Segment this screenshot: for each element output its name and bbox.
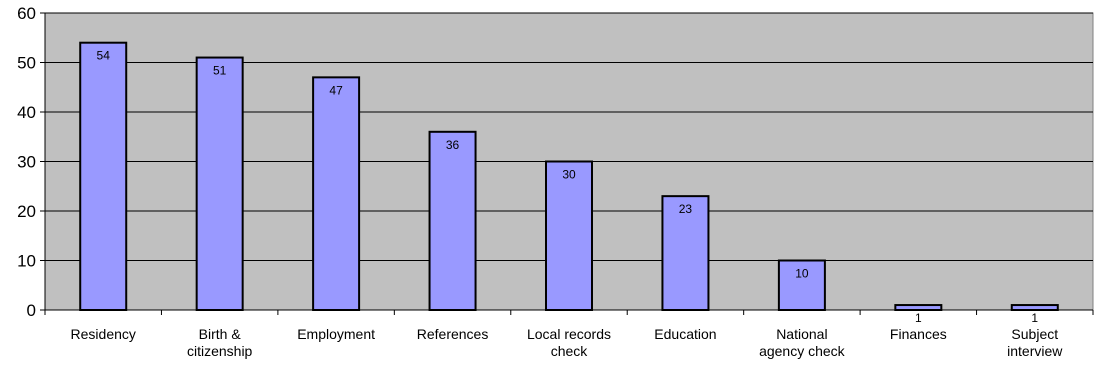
- data-label: 10: [795, 267, 809, 281]
- data-label: 30: [562, 168, 576, 182]
- data-label: 1: [1031, 311, 1038, 325]
- data-label: 54: [97, 49, 111, 63]
- data-label: 51: [213, 64, 227, 78]
- x-tick-label: Employment: [297, 326, 375, 342]
- y-tick-label: 50: [17, 54, 36, 73]
- x-tick-label: Birth & citizenship: [187, 326, 253, 359]
- data-labels: 54 51 47 36 30 23 10 1 1: [97, 49, 1039, 325]
- x-tick-label: Local records check: [527, 326, 611, 359]
- bar: [195, 56, 244, 311]
- bars: [79, 41, 1059, 311]
- bar: [661, 195, 710, 311]
- x-tick-label: Finances: [890, 326, 947, 342]
- bar: [894, 304, 943, 311]
- x-tick-label: National agency check: [759, 326, 846, 359]
- y-tick-labels: 0 10 20 30 40 50 60: [17, 4, 36, 320]
- data-label: 1: [915, 311, 922, 325]
- y-tick-label: 40: [17, 103, 36, 122]
- data-label: 23: [679, 202, 693, 216]
- y-tick-label: 60: [17, 4, 36, 23]
- y-tick-label: 10: [17, 252, 36, 271]
- bar: [1010, 304, 1059, 311]
- x-tick-label: Education: [654, 326, 716, 342]
- y-tick-label: 0: [27, 301, 36, 320]
- bar: [777, 259, 826, 311]
- bar: [545, 160, 593, 311]
- x-tick-label: Residency: [71, 326, 136, 342]
- bar: [312, 76, 361, 311]
- x-tick-label: Subject interview: [1007, 326, 1063, 359]
- x-tick-labels: Residency Birth & citizenship Employment Ref…: [71, 326, 1064, 359]
- bar: [79, 41, 128, 311]
- x-tick-label: References: [417, 326, 489, 342]
- bar: [428, 130, 477, 311]
- data-label: 36: [446, 138, 460, 152]
- y-tick-label: 30: [17, 153, 36, 172]
- data-label: 47: [329, 83, 343, 97]
- y-tick-label: 20: [17, 202, 36, 221]
- axes: [40, 12, 1094, 315]
